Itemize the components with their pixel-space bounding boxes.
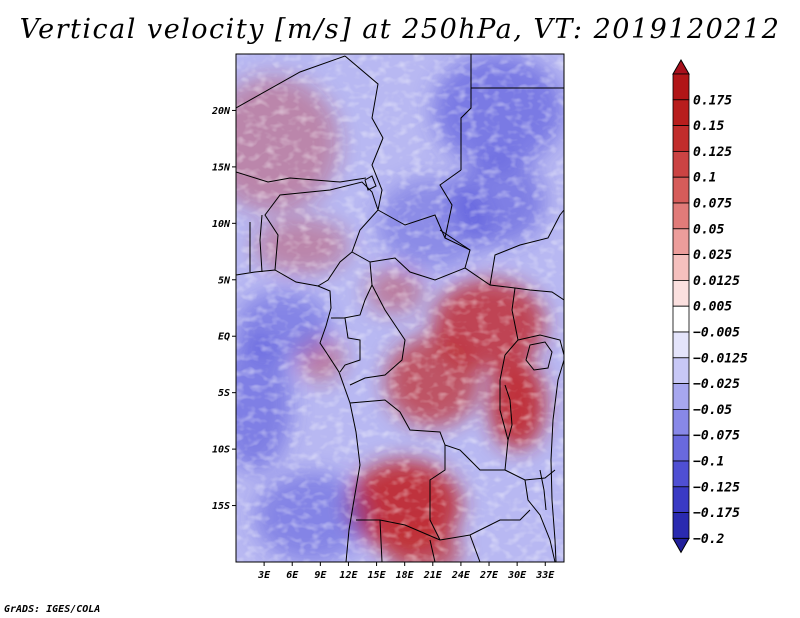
border-chad-sudan [439,169,462,239]
colorbar-swatch [672,279,690,307]
latitude-axis: 20N 15N 10N 5N EQ 5S 10S 15S [211,106,236,512]
colorbar-swatch [672,176,690,204]
colorbar-label: 0.15 [693,119,724,134]
border-nigeria [264,181,379,287]
grads-credit: GrADS: IGES/COLA [4,604,101,615]
lon-tick-label: 18E [396,570,415,581]
border-niger-libya [344,55,384,139]
colorbar-label: −0.175 [693,506,740,521]
colorbar-swatch [672,73,690,101]
border-south [379,519,481,562]
lat-tick-label: 5S [218,388,230,399]
lon-tick-label: 30E [507,570,527,581]
colorbar-swatch [672,331,690,359]
border-zambia-zimbabwe [439,509,531,541]
colorbar-swatch [672,512,690,539]
lon-tick-label: 6E [286,570,299,581]
border-chad-car [377,209,471,269]
colorbar-label: 0.05 [693,222,724,237]
lon-tick-label: 15E [368,570,387,581]
field-texture [236,54,564,562]
colorbar-label: −0.005 [693,326,740,341]
lon-tick-label: 12E [339,570,358,581]
colorbar-swatch [672,99,690,127]
colorbar-label: 0.125 [693,145,732,160]
colorbar-swatch [672,383,690,410]
lat-tick-label: 15S [212,501,230,512]
lake-tanganyika [504,384,513,441]
colorbar-label: −0.025 [693,377,740,392]
colorbar-label: 0.025 [693,248,732,263]
lake-malawi [539,469,547,511]
lake-chad [364,175,377,191]
map-frame [235,53,565,563]
border-mozambique-malawi [524,479,556,562]
colorbar-label: −0.125 [693,480,740,495]
lon-tick-label: 9E [314,570,327,581]
border-angola-zambia [429,445,446,541]
colorbar-label: 0.0125 [693,274,740,289]
colorbar-label: −0.05 [693,403,732,418]
map-area [236,54,564,562]
colorbar-swatch [672,460,690,488]
border-drc-uganda [504,287,519,356]
border-niger-chad [371,137,384,211]
lake-victoria [525,341,553,371]
colorbar: 0.175 0.15 0.125 0.1 0.075 0.05 0.025 0.0125 0.0… [672,58,748,554]
lat-tick-label: 10S [212,445,230,456]
colorbar-bottom-arrow [672,537,690,554]
border-libya-sudan [460,54,472,170]
colorbar-label: 0.075 [693,197,732,212]
colorbar-label: 0.1 [693,171,716,186]
colorbar-swatch [672,305,690,333]
border-tanzania [504,334,564,481]
border-algeria-niger [236,55,346,109]
longitude-axis: 3E 6E 9E 12E 15E 18E 21E 24E 27E 30E 33E [257,562,555,581]
border-mali-niger [236,171,367,183]
colorbar-swatch [672,150,690,178]
border-southsudan-ethiopia [514,287,564,301]
colorbar-swatch [672,228,690,256]
colorbar-swatch [672,486,690,513]
lon-tick-label: 3E [257,570,271,581]
colorbar-swatch [672,254,690,281]
lon-tick-label: 33E [535,570,555,581]
colorbar-label: 0.005 [693,300,732,315]
border-drc-angola [349,399,505,471]
coastline-east-africa [550,359,564,562]
border-drc-east [499,354,509,471]
border-congo-drc [349,284,406,386]
colorbar-swatch [672,408,690,436]
colorbar-label: −0.1 [693,455,724,470]
lat-tick-label: 20N [211,106,231,117]
lon-tick-label: 27E [479,570,499,581]
lat-tick-label: 15N [212,162,231,173]
country-borders [236,54,564,562]
border-gabon-congo [331,317,361,373]
lon-tick-label: 21E [423,570,443,581]
colorbar-top-arrow [672,58,690,75]
colorbar-label: −0.0125 [693,351,748,366]
border-benin-togo [249,214,263,273]
lat-tick-label: EQ [218,332,230,343]
colorbar-label: 0.175 [693,93,732,108]
coastline-west-africa [236,269,361,562]
lat-tick-label: 10N [212,219,231,230]
colorbar-label: −0.075 [693,429,740,444]
colorbar-swatch [672,202,690,230]
border-sudan-southsudan [439,209,564,286]
lat-tick-label: 5N [218,275,231,286]
border-angola-namibia [356,519,441,541]
lon-tick-label: 24E [451,570,471,581]
colorbar-swatch [672,434,690,462]
colorbar-swatch [672,125,690,152]
chart-title: Vertical velocity [m/s] at 250hPa, VT: 2… [19,14,781,45]
colorbar-label: −0.2 [693,532,724,547]
colorbar-swatch [672,357,690,384]
